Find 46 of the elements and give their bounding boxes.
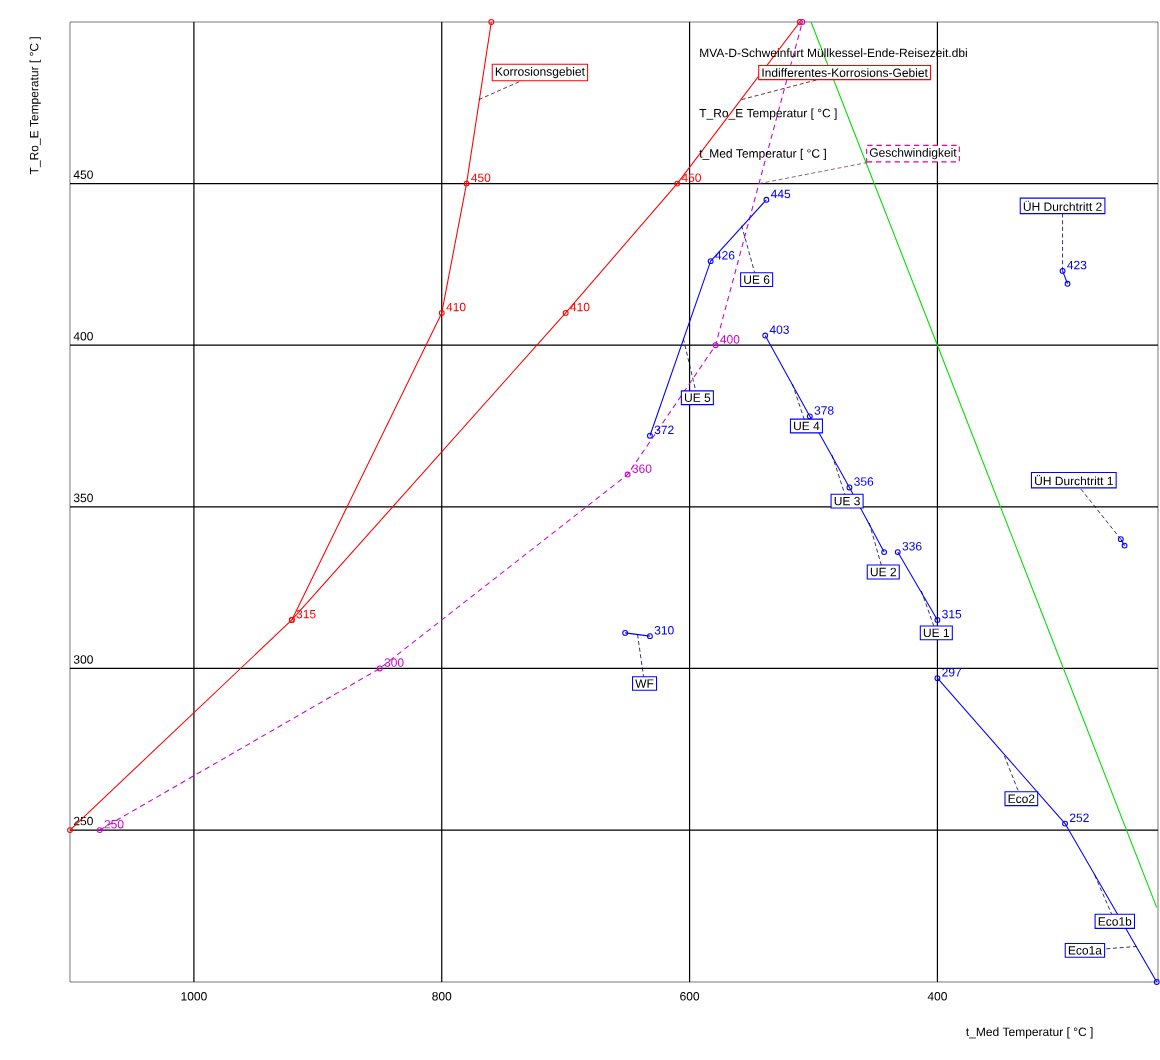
data-label: 250 xyxy=(104,819,124,829)
y-tick-label: 350 xyxy=(73,493,93,503)
data-label: 445 xyxy=(770,189,791,199)
annotation: UE 2 xyxy=(870,567,896,577)
data-label: 400 xyxy=(720,335,740,344)
data-label: 356 xyxy=(854,477,874,486)
annotation: UE 1 xyxy=(923,628,950,638)
data-label: 378 xyxy=(814,406,834,415)
data-label: 315 xyxy=(942,609,962,619)
annotation: Eco2 xyxy=(1008,794,1035,803)
data-label: 450 xyxy=(471,173,491,183)
data-label: 310 xyxy=(654,626,674,635)
x-tick-label: 600 xyxy=(680,992,700,1001)
annotation: Indifferentes-Korrosions-Gebiet xyxy=(762,68,928,77)
data-label: 336 xyxy=(902,541,922,551)
data-label: 252 xyxy=(1069,813,1089,823)
annotation: Eco1b xyxy=(1098,916,1132,926)
data-label: 360 xyxy=(632,464,652,473)
annotation: ÜH Durchtritt 2 xyxy=(1023,200,1102,211)
annotation: Eco1a xyxy=(1068,946,1102,955)
x-tick-label: 400 xyxy=(927,992,947,1001)
annotation: ÜH Durchtritt 1 xyxy=(1035,475,1113,486)
annotation: UE 5 xyxy=(684,393,711,402)
y-tick-label: 300 xyxy=(73,655,93,664)
data-label: 426 xyxy=(715,251,735,260)
annotation: WF xyxy=(635,679,654,688)
data-label: 300 xyxy=(384,658,404,667)
y-axis-title: T_Ro_E Temperatur [ °C ] xyxy=(29,37,41,175)
data-label: 372 xyxy=(654,425,674,435)
data-label: 315 xyxy=(296,609,316,619)
data-label: 410 xyxy=(570,302,590,312)
annotation: Geschwindigkeit xyxy=(869,148,957,160)
annotation: Korrosionsgebiet xyxy=(495,66,585,79)
data-label: 297 xyxy=(942,668,962,677)
annotation: UE 6 xyxy=(744,275,770,284)
x-tick-label: 800 xyxy=(432,992,452,1001)
y-tick-label: 400 xyxy=(73,332,93,341)
annotation: UE 3 xyxy=(834,496,860,506)
annotation: t_Med Temperatur [ °C ] xyxy=(699,148,826,161)
data-label: 403 xyxy=(769,325,789,334)
data-label: 410 xyxy=(446,302,466,312)
annotation: UE 4 xyxy=(794,421,820,431)
y-tick-label: 450 xyxy=(73,170,93,179)
x-tick-label: 1000 xyxy=(181,992,207,1001)
data-label: 423 xyxy=(1067,260,1087,270)
x-axis-title: t_Med Temperatur [ °C ] xyxy=(966,1027,1093,1039)
